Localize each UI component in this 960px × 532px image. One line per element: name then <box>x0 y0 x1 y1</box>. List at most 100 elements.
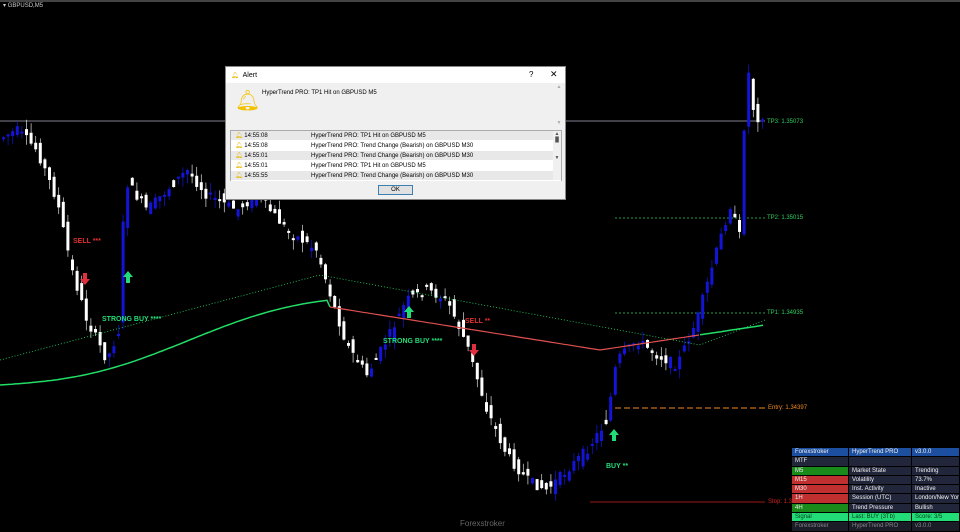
candle-body <box>34 142 38 150</box>
candle-body <box>61 201 65 228</box>
list-item[interactable]: 🔔︎ 14:55:08 HyperTrend PRO: Trend Change … <box>231 141 561 151</box>
tp2-label: TP2: 1.35015 <box>767 215 804 221</box>
list-item[interactable]: 🔔︎ 14:55:01 HyperTrend PRO: TP1 Hit on GB… <box>231 161 561 171</box>
panel-cell: Trending <box>912 466 960 475</box>
candle-body <box>181 172 185 178</box>
candle-body <box>517 459 521 475</box>
candle-body <box>563 474 567 477</box>
candle-body <box>140 196 143 199</box>
candle-body <box>66 221 70 251</box>
signal-label: STRONG BUY **** <box>383 338 443 345</box>
chart-symbol: ▾ GBPUSD,M5 <box>3 3 44 9</box>
candle-body <box>268 204 272 212</box>
candle-body <box>356 359 360 363</box>
candle-body <box>149 202 153 215</box>
candle-body <box>236 209 240 217</box>
candle-body <box>20 131 24 134</box>
dialog-titlebar[interactable]: 🔔︎ Alert ? ✕ <box>226 67 565 83</box>
bell-icon: 🔔︎ <box>235 133 243 139</box>
candle-body <box>324 264 327 280</box>
candle-body <box>38 142 42 164</box>
candle-body <box>328 284 332 297</box>
candle-body <box>209 192 212 195</box>
candle-body <box>121 221 125 323</box>
panel-row: Forexstroker HyperTrend PRO v3.0.0 <box>792 448 960 458</box>
list-item[interactable]: 🔔︎ 14:55:01 HyperTrend PRO: Trend Change … <box>231 151 561 161</box>
list-scrollbar[interactable]: ▲ █ ▼ <box>553 131 561 180</box>
tp3-label: TP3: 1.35073 <box>767 119 804 125</box>
candle-body <box>89 325 93 332</box>
candle-body <box>195 175 199 187</box>
candle-body <box>176 176 180 179</box>
candle-body <box>581 448 585 467</box>
panel-cell: Last: BUY (3Tb) <box>849 513 912 522</box>
candle-body <box>572 460 576 471</box>
candle-body <box>425 284 429 287</box>
candle-body <box>333 295 337 308</box>
panel-cell: Market State <box>849 466 912 475</box>
candle-body <box>535 479 539 491</box>
candle-body <box>287 230 291 233</box>
candle-body <box>319 257 323 265</box>
candle-body <box>365 363 369 376</box>
panel-row: MTF <box>792 457 960 467</box>
candle-body <box>452 299 456 317</box>
candle-body <box>305 236 309 242</box>
candle-body <box>255 195 258 206</box>
alert-time: 14:55:08 <box>244 143 268 149</box>
list-item[interactable]: 🔔︎ 14:55:08 HyperTrend PRO: TP1 Hit on GB… <box>231 131 561 141</box>
candle-body <box>347 342 350 346</box>
candle-body <box>360 360 364 365</box>
candle-body <box>186 169 189 175</box>
panel-cell: 1H <box>792 494 849 503</box>
candle-body <box>457 321 461 329</box>
list-item[interactable]: 🔔︎ 14:55:55 HyperTrend PRO: Trend Change … <box>231 171 561 181</box>
panel-cell: MTF <box>792 457 849 466</box>
panel-cell <box>912 457 960 466</box>
candle-body <box>600 430 603 442</box>
candle-body <box>669 356 672 369</box>
stop-label: Stop: 1.34 <box>768 499 796 505</box>
panel-row: M5 Market State Trending <box>792 466 960 476</box>
candle-body <box>411 290 415 295</box>
candle-body <box>2 137 5 140</box>
candle-body <box>29 132 33 144</box>
message-scrollbar[interactable]: ▲ ▼ <box>556 84 562 126</box>
panel-cell: Forexstroker <box>792 448 849 457</box>
signal-label: SELL ** <box>465 318 491 325</box>
panel-cell: M15 <box>792 475 849 485</box>
candle-body <box>15 126 19 135</box>
close-button[interactable]: ✕ <box>550 69 558 79</box>
candle-body <box>682 345 686 352</box>
candle-body <box>618 353 622 364</box>
candle-body <box>43 159 47 169</box>
candle-body <box>609 396 613 421</box>
bell-icon: 🔔︎ <box>235 163 243 169</box>
candle-body <box>554 479 557 495</box>
alert-time: 14:55:01 <box>244 153 268 159</box>
panel-row: M15 Volatility 73.7% <box>792 475 960 486</box>
candle-body <box>71 259 74 271</box>
candle-body <box>641 340 645 344</box>
help-button[interactable]: ? <box>529 70 534 79</box>
moving-average <box>119 299 331 367</box>
candle-body <box>756 103 760 123</box>
candle-body <box>117 333 120 336</box>
candle-body <box>503 437 507 452</box>
candle-body <box>342 321 346 340</box>
watermark: Forexstroker <box>460 519 505 528</box>
candle-body <box>80 283 84 301</box>
arrow-down-icon <box>469 344 479 356</box>
candle-body <box>135 190 139 200</box>
candle-body <box>397 313 401 317</box>
candle-body <box>531 477 534 484</box>
candle-body <box>172 180 176 188</box>
ok-button[interactable]: OK <box>378 185 413 195</box>
candle-body <box>126 187 130 228</box>
symbol-label: GBPUSD,M5 <box>7 3 44 9</box>
message-area: 🔔︎ HyperTrend PRO: TP1 Hit on GBPUSD M5 … <box>230 84 563 129</box>
panel-cell: Volatility <box>849 475 912 485</box>
panel-cell: M5 <box>792 466 849 475</box>
candle-body <box>383 344 387 350</box>
